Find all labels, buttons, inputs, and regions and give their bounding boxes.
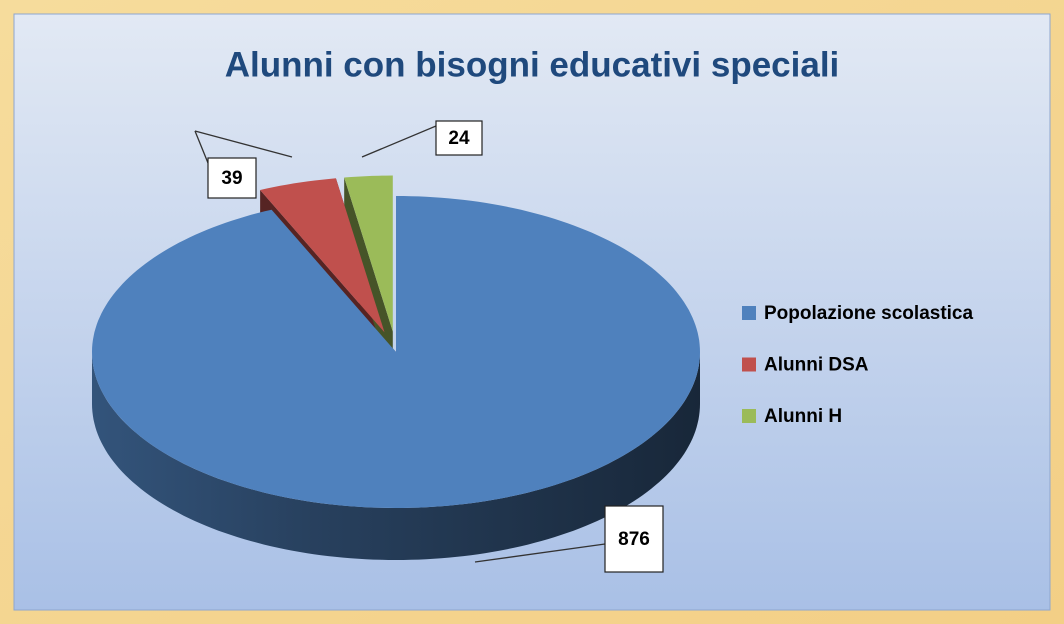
data-label: 39 bbox=[221, 168, 242, 189]
pie-wall bbox=[344, 177, 393, 384]
data-label-box bbox=[604, 505, 664, 573]
data-label-box bbox=[435, 120, 483, 156]
pie-sides bbox=[92, 352, 700, 560]
pie-slice bbox=[344, 175, 393, 332]
legend-label: Popolazione scolastica bbox=[764, 303, 973, 324]
legend-swatch bbox=[742, 409, 756, 423]
data-label: 876 bbox=[618, 529, 650, 550]
data-label-box bbox=[207, 157, 257, 199]
pie-tops bbox=[92, 175, 700, 508]
leader-line bbox=[194, 130, 293, 158]
pie-side bbox=[92, 352, 700, 560]
legend-swatch bbox=[742, 357, 756, 372]
pie-slice bbox=[92, 196, 700, 508]
data-label: 24 bbox=[448, 128, 470, 149]
leader-line bbox=[361, 125, 437, 158]
leader-line bbox=[194, 130, 209, 164]
chart-title: Alunni con bisogni educativi speciali bbox=[225, 45, 840, 84]
legend-label: Alunni H bbox=[764, 406, 842, 427]
pie-slice bbox=[260, 178, 385, 333]
legend-label: Alunni DSA bbox=[764, 355, 869, 376]
leader-line bbox=[474, 543, 606, 563]
legend-swatch bbox=[742, 306, 756, 320]
